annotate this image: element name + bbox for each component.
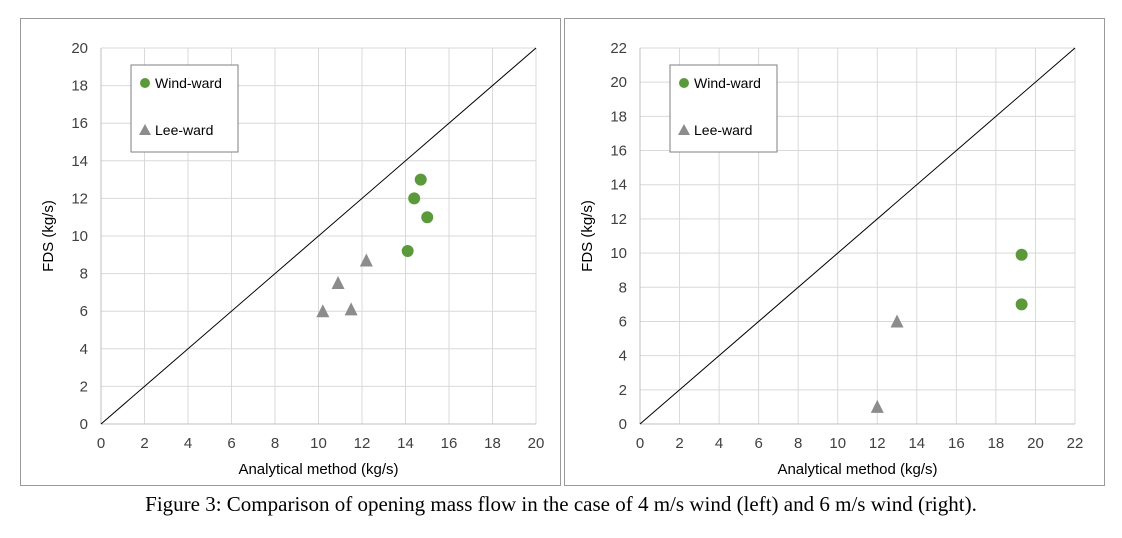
x-tick-label: 0 xyxy=(636,435,644,452)
y-tick-label: 2 xyxy=(619,382,627,399)
y-tick-label: 22 xyxy=(610,40,627,57)
y-tick-label: 16 xyxy=(71,115,88,132)
x-tick-label: 18 xyxy=(484,435,501,452)
x-tick-label: 6 xyxy=(754,435,762,452)
y-tick-label: 6 xyxy=(80,303,88,320)
y-tick-label: 10 xyxy=(71,228,88,245)
chart-panel-left: 0 2 4 6 8 10 12 14 16 18 20 0 2 4 6 8 10 12 14 16 18 20 Analyt… xyxy=(20,18,561,486)
y-tick-label: 8 xyxy=(80,266,88,283)
windward-data-point xyxy=(414,173,427,186)
y-tick-label: 14 xyxy=(71,153,88,170)
legend-label: Wind-ward xyxy=(155,75,222,91)
x-tick-label: 10 xyxy=(829,435,846,452)
y-tick-label: 16 xyxy=(610,143,627,160)
y-tick-label: 10 xyxy=(610,245,627,262)
legend-box xyxy=(130,64,239,153)
y-tick-label: 8 xyxy=(619,279,627,296)
legend-label: Lee-ward xyxy=(155,122,213,138)
x-tick-label: 20 xyxy=(528,435,545,452)
leeward-data-point xyxy=(344,302,358,316)
y-axis-title: FDS (kg/s) xyxy=(579,200,596,272)
windward-data-point xyxy=(421,211,434,224)
x-axis-title: Analytical method (kg/s) xyxy=(777,461,937,478)
legend-leeward-marker xyxy=(139,124,151,135)
x-tick-label: 12 xyxy=(354,435,371,452)
legend-label: Lee-ward xyxy=(694,122,752,138)
y-axis-title: FDS (kg/s) xyxy=(40,200,57,272)
y-tick-label: 12 xyxy=(71,190,88,207)
x-tick-label: 16 xyxy=(948,435,965,452)
x-tick-label: 14 xyxy=(908,435,925,452)
legend-label: Wind-ward xyxy=(694,75,761,91)
leeward-data-point xyxy=(870,399,884,413)
x-tick-label: 4 xyxy=(715,435,723,452)
x-tick-label: 2 xyxy=(140,435,148,452)
legend-windward-marker xyxy=(679,78,689,88)
scatter-chart-4ms: 0 2 4 6 8 10 12 14 16 18 20 0 2 4 6 8 10 12 14 16 18 20 Analyt… xyxy=(40,40,545,478)
x-tick-label: 8 xyxy=(271,435,279,452)
y-tick-label: 20 xyxy=(71,40,88,57)
y-tick-label: 12 xyxy=(610,211,627,228)
reference-line-y-equals-x xyxy=(639,47,1076,425)
legend-leeward-marker xyxy=(678,124,690,135)
reference-line-y-equals-x xyxy=(100,47,537,425)
windward-data-point xyxy=(1015,298,1028,311)
windward-data-point xyxy=(408,192,421,205)
x-tick-label: 16 xyxy=(441,435,458,452)
x-tick-label: 0 xyxy=(97,435,105,452)
x-tick-label: 2 xyxy=(675,435,683,452)
figure-caption: Figure 3: Comparison of opening mass flo… xyxy=(145,492,977,516)
leeward-data-point xyxy=(316,304,330,318)
x-axis-title: Analytical method (kg/s) xyxy=(238,461,398,478)
x-tick-label: 20 xyxy=(1027,435,1044,452)
y-tick-label: 14 xyxy=(610,177,627,194)
windward-data-point xyxy=(1015,248,1028,261)
x-tick-label: 10 xyxy=(310,435,327,452)
y-tick-label: 4 xyxy=(619,348,627,365)
x-tick-label: 4 xyxy=(184,435,192,452)
leeward-data-point xyxy=(359,253,373,267)
y-tick-label: 18 xyxy=(71,78,88,95)
y-tick-label: 0 xyxy=(80,416,88,433)
y-tick-label: 2 xyxy=(80,378,88,395)
x-tick-label: 12 xyxy=(869,435,886,452)
x-tick-label: 18 xyxy=(988,435,1005,452)
y-tick-label: 18 xyxy=(610,108,627,125)
legend-windward-marker xyxy=(140,78,150,88)
x-tick-label: 22 xyxy=(1067,435,1084,452)
y-tick-label: 4 xyxy=(80,341,88,358)
y-tick-label: 6 xyxy=(619,313,627,330)
x-tick-label: 14 xyxy=(397,435,414,452)
leeward-data-point xyxy=(331,276,345,289)
x-tick-label: 6 xyxy=(227,435,235,452)
windward-data-point xyxy=(401,245,414,258)
y-tick-label: 20 xyxy=(610,74,627,91)
chart-panel-right: 0 2 4 6 8 10 12 14 16 18 20 22 0 2 4 6 8 10 12 14 16 18 20 22 An… xyxy=(564,18,1105,486)
x-tick-label: 8 xyxy=(794,435,802,452)
y-tick-label: 0 xyxy=(619,416,627,433)
legend-box xyxy=(669,64,778,153)
scatter-chart-6ms: 0 2 4 6 8 10 12 14 16 18 20 22 0 2 4 6 8 10 12 14 16 18 20 22 An… xyxy=(579,40,1084,478)
leeward-data-point xyxy=(890,314,904,328)
